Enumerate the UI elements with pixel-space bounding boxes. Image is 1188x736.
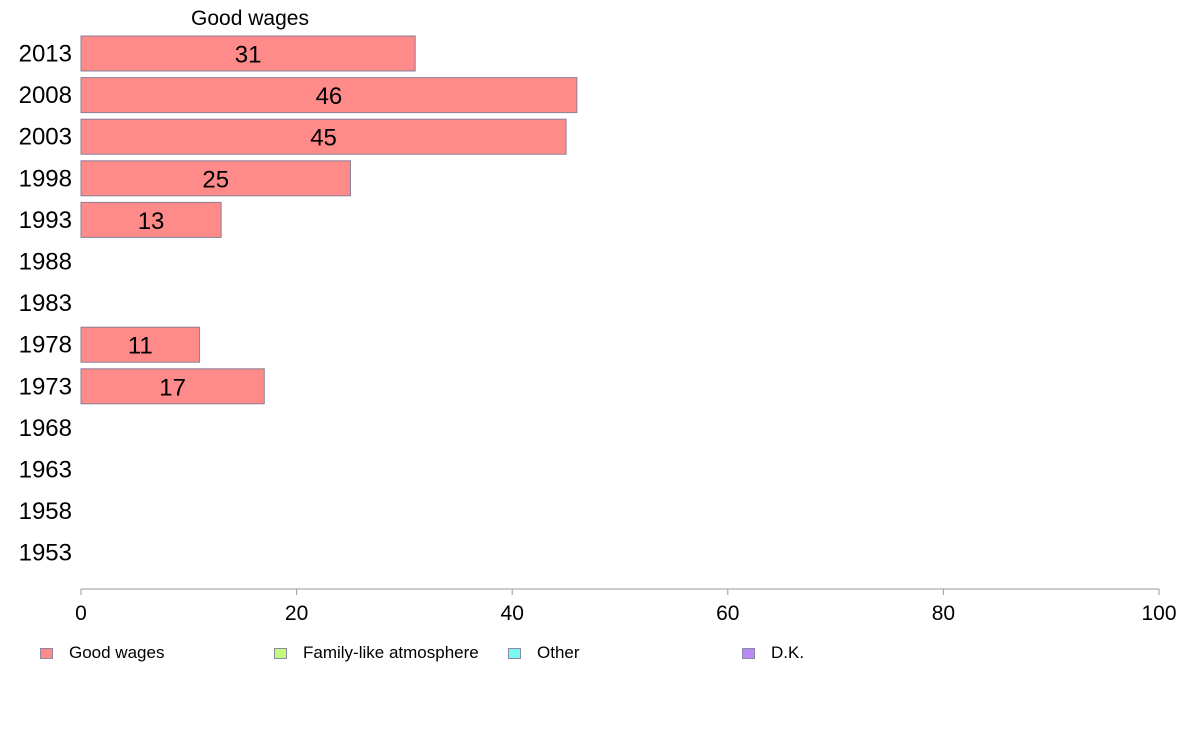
legend-item-other: Other xyxy=(508,640,580,666)
x-tick-label: 60 xyxy=(716,602,739,625)
y-tick-label: 1993 xyxy=(19,207,72,234)
bar-value-label: 11 xyxy=(128,333,153,360)
legend-label: Good wages xyxy=(69,643,165,662)
y-tick-label: 1988 xyxy=(19,249,72,276)
y-tick-label: 1983 xyxy=(19,290,72,317)
y-axis-labels: 2013 2008 2003 1998 1993 1988 1983 1978 1973 1968… xyxy=(19,41,72,567)
legend-swatch-icon xyxy=(742,647,755,659)
legend-label: Family-like atmosphere xyxy=(303,643,479,662)
y-tick-label: 1998 xyxy=(19,165,72,192)
bar xyxy=(80,201,222,238)
y-tick-label: 2003 xyxy=(19,124,72,151)
legend-item-dk: D.K. xyxy=(742,640,804,666)
legend-item-good-wages: Good wages xyxy=(40,640,164,666)
legend-swatch-icon xyxy=(40,647,53,659)
bar-value-label: 46 xyxy=(316,83,343,110)
legend-item-family-like-atmosphere: Family-like atmosphere xyxy=(274,640,479,666)
x-tick-label: 0 xyxy=(75,602,87,625)
bar xyxy=(80,35,416,72)
y-tick-label: 1953 xyxy=(19,540,72,567)
y-tick-label: 1958 xyxy=(19,498,72,525)
bar-value-label: 17 xyxy=(159,374,186,401)
legend: Good wages Family-like atmosphere Other … xyxy=(0,640,1188,670)
legend-swatch-icon xyxy=(274,647,287,659)
y-tick-label: 1963 xyxy=(19,457,72,484)
x-tick-label: 80 xyxy=(932,602,955,625)
x-axis: 0 20 40 60 80 100 xyxy=(75,588,1177,625)
bar xyxy=(80,368,265,405)
x-tick-label: 100 xyxy=(1141,602,1176,625)
legend-label: D.K. xyxy=(771,643,805,662)
y-tick-label: 1978 xyxy=(19,332,72,359)
y-tick-label: 1973 xyxy=(19,373,72,400)
legend-label: Other xyxy=(537,643,580,662)
bar xyxy=(80,77,578,114)
bar-value-label: 45 xyxy=(310,125,337,152)
x-tick-label: 40 xyxy=(501,602,524,625)
chart-title: Good wages xyxy=(191,7,309,30)
bar xyxy=(80,326,201,363)
bar xyxy=(80,160,351,197)
y-tick-label: 1968 xyxy=(19,415,72,442)
bar-value-label: 25 xyxy=(202,166,229,193)
y-tick-label: 2013 xyxy=(19,41,72,68)
y-tick-label: 2008 xyxy=(19,82,72,109)
bar xyxy=(80,118,567,155)
legend-swatch-icon xyxy=(508,647,521,659)
bar-value-label: 13 xyxy=(138,208,165,235)
bar-value-label: 31 xyxy=(235,42,262,69)
x-tick-label: 20 xyxy=(285,602,308,625)
